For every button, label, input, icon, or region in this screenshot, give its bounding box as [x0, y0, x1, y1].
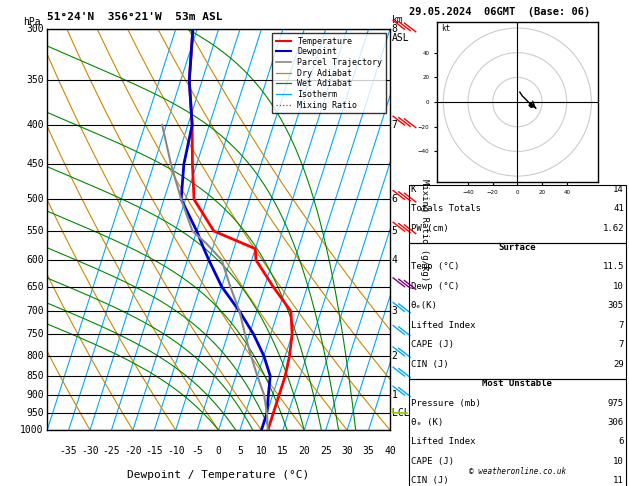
Text: Dewpoint / Temperature (°C): Dewpoint / Temperature (°C)	[128, 470, 309, 480]
Text: CAPE (J): CAPE (J)	[411, 340, 454, 349]
Text: 750: 750	[26, 330, 44, 339]
Text: 41: 41	[613, 204, 624, 213]
Text: © weatheronline.co.uk: © weatheronline.co.uk	[469, 467, 566, 476]
Text: 5: 5	[237, 446, 243, 456]
Text: 305: 305	[608, 301, 624, 311]
Text: Lifted Index: Lifted Index	[411, 321, 476, 330]
Text: 950: 950	[26, 408, 44, 418]
Text: Surface: Surface	[499, 243, 536, 252]
Text: 15: 15	[277, 446, 289, 456]
Text: 550: 550	[26, 226, 44, 236]
Text: 6: 6	[392, 194, 398, 204]
Text: θₑ (K): θₑ (K)	[411, 418, 443, 427]
Text: CAPE (J): CAPE (J)	[411, 457, 454, 466]
Text: 8: 8	[392, 24, 398, 34]
Text: 1.62: 1.62	[603, 224, 624, 233]
Text: 800: 800	[26, 351, 44, 361]
Text: 900: 900	[26, 390, 44, 400]
Text: -30: -30	[81, 446, 99, 456]
Text: -10: -10	[167, 446, 184, 456]
Text: Mixing Ratio (g/kg): Mixing Ratio (g/kg)	[420, 178, 429, 281]
Text: 29: 29	[613, 360, 624, 369]
Text: 1: 1	[392, 390, 398, 400]
Text: 500: 500	[26, 194, 44, 204]
Text: 20: 20	[298, 446, 310, 456]
Text: LCL: LCL	[392, 408, 409, 418]
Text: km: km	[392, 15, 403, 25]
Text: 10: 10	[613, 457, 624, 466]
Text: -15: -15	[145, 446, 163, 456]
Text: kt: kt	[441, 23, 450, 33]
Text: 11: 11	[613, 476, 624, 486]
Text: 10: 10	[255, 446, 267, 456]
Text: 3: 3	[392, 306, 398, 316]
Text: 6: 6	[618, 437, 624, 447]
Text: 7: 7	[618, 321, 624, 330]
Text: PW (cm): PW (cm)	[411, 224, 448, 233]
Text: ASL: ASL	[392, 33, 409, 43]
Text: 450: 450	[26, 159, 44, 169]
Text: θₑ(K): θₑ(K)	[411, 301, 438, 311]
Text: 350: 350	[26, 75, 44, 86]
Text: 14: 14	[613, 185, 624, 194]
Text: 4: 4	[392, 255, 398, 265]
Text: 11.5: 11.5	[603, 262, 624, 272]
Text: 600: 600	[26, 255, 44, 265]
Text: 35: 35	[363, 446, 374, 456]
Text: Lifted Index: Lifted Index	[411, 437, 476, 447]
Text: 2: 2	[392, 351, 398, 361]
Text: 25: 25	[320, 446, 331, 456]
Text: K: K	[411, 185, 416, 194]
Text: Pressure (mb): Pressure (mb)	[411, 399, 481, 408]
Text: -20: -20	[124, 446, 142, 456]
Text: hPa: hPa	[23, 17, 41, 27]
Text: 650: 650	[26, 282, 44, 292]
Text: Temp (°C): Temp (°C)	[411, 262, 459, 272]
Text: 30: 30	[342, 446, 353, 456]
Text: 975: 975	[608, 399, 624, 408]
Text: 10: 10	[613, 282, 624, 291]
Text: Most Unstable: Most Unstable	[482, 379, 552, 388]
Legend: Temperature, Dewpoint, Parcel Trajectory, Dry Adiabat, Wet Adiabat, Isotherm, Mi: Temperature, Dewpoint, Parcel Trajectory…	[272, 34, 386, 113]
Text: 40: 40	[384, 446, 396, 456]
Text: 850: 850	[26, 371, 44, 381]
Text: 306: 306	[608, 418, 624, 427]
Text: 700: 700	[26, 306, 44, 316]
Text: -5: -5	[191, 446, 203, 456]
Text: 0: 0	[216, 446, 221, 456]
Text: -35: -35	[60, 446, 77, 456]
Text: 51°24'N  356°21'W  53m ASL: 51°24'N 356°21'W 53m ASL	[47, 12, 223, 22]
Text: Dewp (°C): Dewp (°C)	[411, 282, 459, 291]
Text: CIN (J): CIN (J)	[411, 360, 448, 369]
Text: 29.05.2024  06GMT  (Base: 06): 29.05.2024 06GMT (Base: 06)	[409, 7, 590, 17]
Text: Totals Totals: Totals Totals	[411, 204, 481, 213]
Text: 400: 400	[26, 120, 44, 130]
Text: 7: 7	[392, 120, 398, 130]
Text: 300: 300	[26, 24, 44, 34]
Text: 5: 5	[392, 226, 398, 236]
Text: CIN (J): CIN (J)	[411, 476, 448, 486]
Text: 1000: 1000	[20, 425, 44, 435]
Text: 7: 7	[618, 340, 624, 349]
Text: -25: -25	[103, 446, 120, 456]
